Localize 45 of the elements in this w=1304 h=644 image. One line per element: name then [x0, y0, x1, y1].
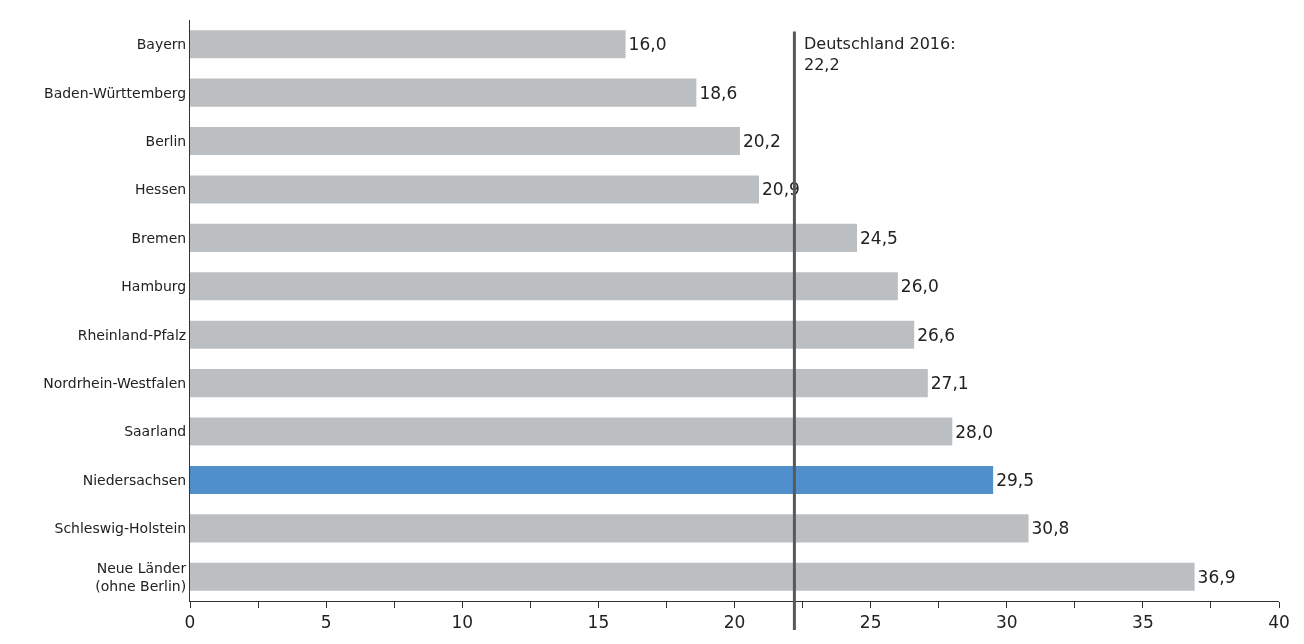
y-tick-label: Neue Länder (ohne Berlin): [95, 559, 187, 594]
bar: [190, 127, 740, 156]
data-label: 29,5: [996, 469, 1034, 490]
data-label: 27,1: [930, 373, 969, 394]
y-tick-label: Saarland: [124, 423, 187, 440]
x-tick-label: 35: [1132, 612, 1154, 633]
data-label: 36,9: [1197, 566, 1236, 587]
x-tick-label: 0: [184, 612, 196, 633]
data-label: 28,0: [955, 421, 994, 442]
y-tick-label: Baden-Württemberg: [44, 84, 187, 101]
y-tick-label: Schleswig-Holstein: [54, 520, 187, 537]
x-tick-label: 30: [995, 612, 1018, 633]
x-tick-label: 10: [451, 612, 474, 633]
data-label: 16,0: [628, 34, 667, 55]
bar: [190, 562, 1195, 591]
x-tick-label: 15: [587, 612, 610, 633]
y-tick-label: Niedersachsen: [82, 471, 187, 488]
y-tick-label: Berlin: [145, 132, 187, 149]
y-tick-label: Hessen: [134, 181, 187, 198]
data-label: 26,0: [900, 276, 939, 297]
y-tick-label: Bremen: [131, 229, 187, 246]
data-label: 18,6: [699, 82, 738, 103]
bar: [190, 175, 759, 204]
y-tick-label: Rheinland-Pfalz: [77, 326, 187, 343]
data-label: 26,6: [917, 324, 956, 345]
x-tick-label: 5: [320, 612, 332, 633]
bar: [190, 272, 898, 301]
bar: [190, 320, 915, 349]
y-tick-label: Bayern: [136, 36, 187, 53]
ref-line-label: Deutschland 2016: 22,2: [804, 34, 956, 74]
data-label: 24,5: [860, 227, 898, 248]
bar: [190, 78, 697, 107]
x-tick-label: 40: [1268, 612, 1290, 633]
bar: [190, 417, 953, 446]
x-tick-label: 20: [723, 612, 746, 633]
data-label: 20,2: [742, 131, 781, 152]
data-label: 30,8: [1031, 518, 1070, 539]
bar: [190, 369, 928, 398]
x-tick-label: 25: [859, 612, 882, 633]
bar: [190, 223, 858, 252]
y-tick-label: Nordrhein-Westfalen: [43, 375, 187, 392]
bar: [190, 514, 1029, 543]
bar: [190, 30, 626, 59]
bar: [190, 465, 994, 494]
y-tick-label: Hamburg: [121, 278, 187, 295]
